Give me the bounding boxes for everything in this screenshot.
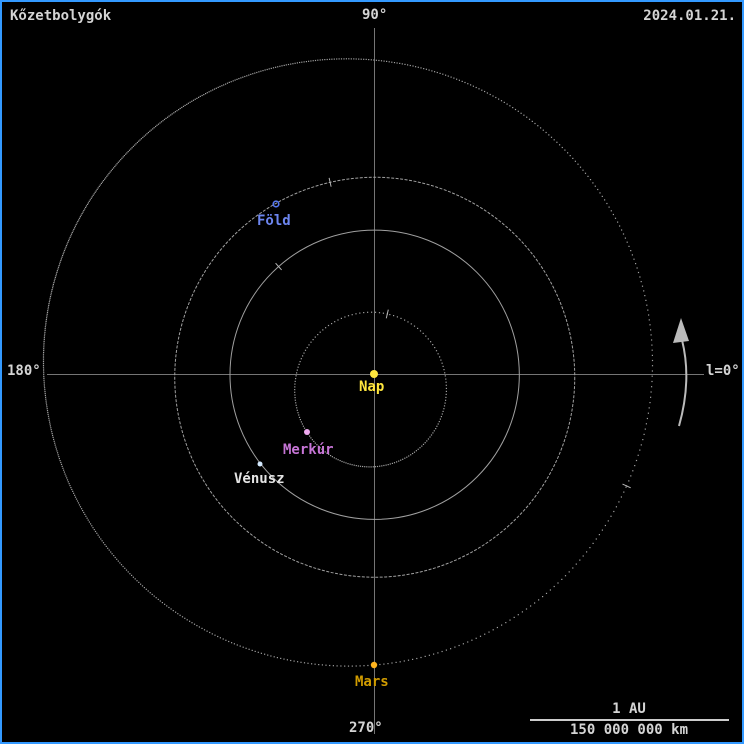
scale-km-label: 150 000 000 km [569,722,689,738]
mars-orbit-perihelion-tick [622,483,631,489]
venusz-label: Vénusz [234,471,285,487]
fold-label: Föld [257,213,291,229]
axis-label-90: 90° [362,7,388,23]
axis-label-270: 270° [349,720,383,736]
venusz-marker [257,461,263,467]
scale-au-label: 1 AU [612,701,646,717]
date-display: 2024.01.21. [643,8,736,24]
fold-marker [272,200,280,208]
merkur-orbit-perihelion-tick [385,309,389,319]
page-title: Kőzetbolygók [10,8,112,24]
nap-marker [370,370,378,378]
venusz-orbit [229,229,520,520]
direction-arrow-shaft [678,339,688,427]
mars-orbit [42,58,654,667]
axis-label-l0: l=0° [706,363,740,379]
fold-orbit-perihelion-tick [328,177,332,187]
axis-label-180: 180° [7,363,41,379]
fold-orbit [174,176,576,578]
merkur-marker [304,429,310,435]
venusz-orbit-perihelion-tick [275,262,282,271]
nap-label: Nap [359,379,385,395]
direction-arrow-head [673,318,689,343]
mars-label: Mars [355,674,389,690]
merkur-label: Merkúr [283,442,334,458]
merkur-orbit [294,311,447,468]
mars-marker [370,661,378,669]
